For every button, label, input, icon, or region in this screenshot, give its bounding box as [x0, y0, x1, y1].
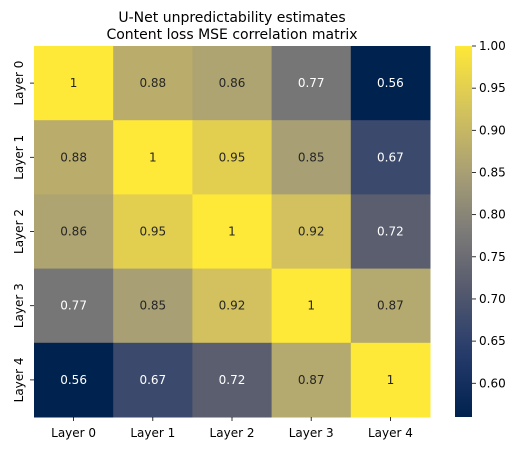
heatmap-cell: [113, 194, 193, 270]
cell-value-label: 0.88: [139, 76, 166, 90]
cell-value-label: 0.56: [60, 373, 87, 387]
x-tick-label: Layer 3: [289, 426, 334, 440]
cell-value-label: 0.85: [298, 150, 325, 164]
heatmap-cell: [192, 46, 273, 121]
cell-value-label: 1: [228, 225, 236, 239]
cell-value-label: 0.87: [377, 299, 404, 313]
y-tick-label: Layer 1: [12, 135, 26, 180]
cell-value-label: 1: [387, 373, 395, 387]
y-tick-label: Layer 3: [12, 283, 26, 328]
x-tick-label: Layer 1: [130, 426, 175, 440]
cell-value-label: 0.95: [219, 150, 246, 164]
heatmap-cell: [271, 120, 352, 195]
x-axis: Layer 0 Layer 1 Layer 2 Layer 3 Layer 4: [51, 417, 413, 440]
heatmap-cell: [113, 120, 193, 195]
heatmap-cell: [34, 194, 114, 270]
heatmap-cell: [34, 46, 114, 121]
colorbar: 0.60 0.65 0.70 0.75 0.80 0.85 0.90 0.95 1.00: [455, 39, 506, 417]
heatmap-cell: [34, 268, 114, 344]
chart-title: U-Net unpredictability estimates: [118, 10, 345, 26]
heatmap-cell: [192, 120, 273, 195]
heatmap-cell: [34, 342, 114, 418]
x-tick-label: Layer 2: [210, 426, 255, 440]
y-tick-label: Layer 2: [12, 209, 26, 254]
colorbar-tick-label: 1.00: [479, 39, 506, 53]
heatmap-cell: [113, 46, 193, 121]
colorbar-tick-label: 0.85: [479, 165, 506, 179]
cell-value-label: 0.86: [219, 76, 246, 90]
heatmap-cell: [271, 194, 352, 270]
cell-value-label: 1: [307, 299, 315, 313]
x-tick-label: Layer 0: [51, 426, 96, 440]
cell-value-label: 0.56: [377, 76, 404, 90]
y-tick-label: Layer 0: [12, 61, 26, 106]
chart-subtitle: Content loss MSE correlation matrix: [106, 27, 357, 43]
cell-value-label: 0.72: [219, 373, 246, 387]
y-axis: Layer 0 Layer 1 Layer 2 Layer 3 Layer 4: [12, 61, 34, 402]
heatmap-cell: [350, 46, 431, 121]
colorbar-tick-label: 0.95: [479, 81, 506, 95]
colorbar-tick-label: 0.60: [479, 376, 506, 390]
colorbar-tick-label: 0.80: [479, 208, 506, 222]
colorbar-tick-label: 0.65: [479, 334, 506, 348]
heatmap-cell: [192, 342, 273, 418]
colorbar-gradient: [455, 46, 472, 417]
cell-value-label: 1: [70, 76, 78, 90]
heatmap-cell: [271, 46, 352, 121]
heatmap-cell: [113, 268, 193, 344]
cell-value-label: 0.92: [219, 299, 246, 313]
cell-value-label: 0.92: [298, 225, 325, 239]
heatmap-cell: [192, 268, 273, 344]
cell-value-label: 0.67: [377, 150, 404, 164]
colorbar-tick-label: 0.75: [479, 250, 506, 264]
heatmap-cell: [350, 342, 431, 418]
heatmap-cell: [350, 194, 431, 270]
colorbar-tick-label: 0.90: [479, 123, 506, 137]
cell-value-label: 0.88: [60, 150, 87, 164]
cell-value-label: 1: [149, 150, 157, 164]
heatmap-cell: [350, 268, 431, 344]
cell-value-label: 0.95: [139, 225, 166, 239]
x-tick-label: Layer 4: [368, 426, 413, 440]
cell-value-label: 0.72: [377, 225, 404, 239]
heatmap-cells: 1 0.88 0.86 0.77 0.56 0.88 1 0.95 0.85 0.67 0.86 0.…: [34, 46, 431, 418]
cell-value-label: 0.85: [139, 299, 166, 313]
y-tick-label: Layer 4: [12, 357, 26, 402]
colorbar-tick-label: 0.70: [479, 292, 506, 306]
heatmap-cell: [271, 342, 352, 418]
heatmap-cell: [350, 120, 431, 195]
cell-value-label: 0.87: [298, 373, 325, 387]
cell-value-label: 0.77: [60, 299, 87, 313]
heatmap-cell: [192, 194, 273, 270]
cell-value-label: 0.86: [60, 225, 87, 239]
heatmap-cell: [34, 120, 114, 195]
heatmap-cell: [113, 342, 193, 418]
cell-value-label: 0.67: [139, 373, 166, 387]
cell-value-label: 0.77: [298, 76, 325, 90]
heatmap-cell: [271, 268, 352, 344]
